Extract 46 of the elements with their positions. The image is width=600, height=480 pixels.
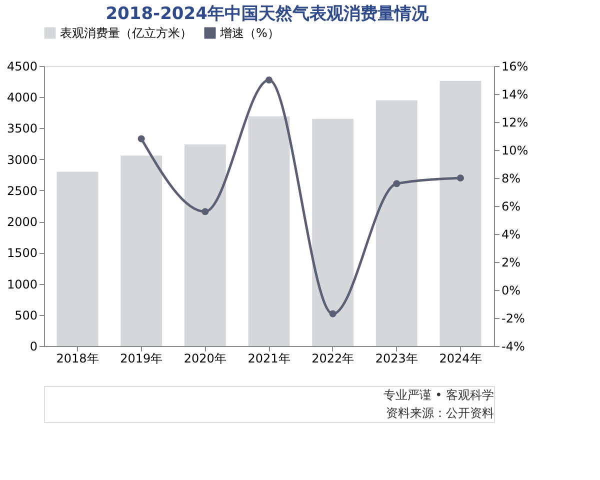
y-tick-label: 1000: [6, 277, 38, 292]
y2-tick-label: 14%: [502, 88, 528, 102]
x-tick-label: 2023年: [375, 352, 418, 366]
y-tick-label: 3500: [6, 122, 38, 136]
y-tick-label: 4500: [6, 60, 38, 74]
bar: [440, 80, 482, 346]
y2-tick-label: 4%: [502, 228, 521, 242]
point: [265, 76, 273, 84]
y-tick-label: 500: [14, 308, 38, 322]
x-tick-label: 2021年: [248, 352, 290, 366]
chart-title: 2018-2024年中国天然气表观消费量情况: [106, 4, 430, 24]
legend-label: 增速（%）: [219, 26, 280, 40]
y2-tick-label: 10%: [502, 144, 528, 158]
x-tick-label: 2022年: [312, 352, 354, 366]
bar: [120, 156, 162, 346]
point: [138, 135, 145, 142]
y-tick-label: 0: [30, 340, 38, 354]
bar: [312, 118, 354, 346]
y2-tick-label: 8%: [502, 172, 521, 186]
y-tick-label: 1500: [6, 246, 38, 260]
bar: [376, 100, 418, 346]
point: [202, 208, 209, 216]
x-tick-label: 2024年: [439, 352, 482, 366]
bar: [184, 144, 226, 346]
x-tick-label: 2020年: [184, 352, 226, 366]
bar: [248, 116, 290, 346]
y-tick-label: 3000: [6, 152, 38, 167]
y2-tick-label: 6%: [502, 200, 521, 214]
text: 专业严谨 • 客观科学: [383, 388, 494, 402]
y2-tick-label: 12%: [502, 116, 528, 130]
y-tick-label: 2000: [6, 215, 38, 230]
y2-tick-label: 0%: [502, 284, 521, 298]
y2-tick-label: -4%: [502, 340, 525, 354]
point: [393, 180, 400, 188]
x-tick-label: 2018年: [56, 352, 99, 366]
bar: [56, 172, 98, 346]
y-tick-label: 2500: [6, 184, 38, 198]
y2-tick-label: -2%: [502, 312, 525, 326]
point: [329, 310, 336, 318]
y2-tick-label: 2%: [502, 256, 521, 270]
x-tick-label: 2019年: [120, 352, 163, 366]
y2-tick-label: 16%: [502, 60, 528, 74]
point: [456, 174, 464, 182]
y-tick-label: 4000: [6, 90, 38, 105]
text: 资料来源：公开资料: [386, 406, 494, 420]
legend-label: 表观消费量（亿立方米）: [60, 26, 192, 40]
